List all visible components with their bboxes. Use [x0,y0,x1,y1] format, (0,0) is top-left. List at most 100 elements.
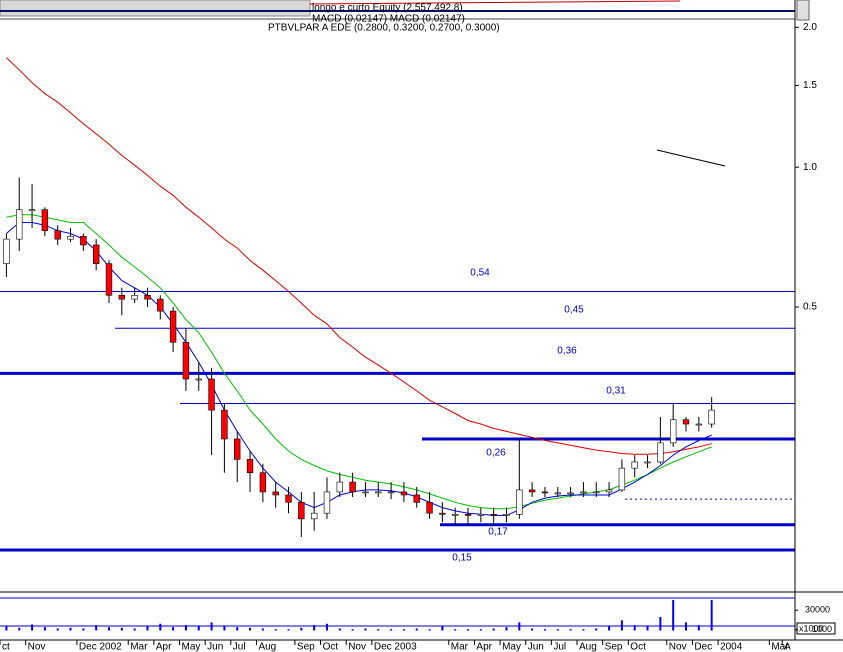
volume-bar [120,627,123,631]
volume-bar [261,628,264,631]
volume-bar [531,628,534,631]
volume-bar [223,626,226,631]
candle-body [285,494,292,503]
volume-bar [467,629,470,631]
x-tick-label: May [182,642,201,652]
candle-body [3,238,10,264]
candle-body [593,491,600,494]
candle-body [618,467,626,491]
x-tick-label: Sep [605,642,623,652]
x-tick-label: Jul [553,642,566,652]
candle-body [452,513,459,516]
volume-bar [82,628,85,631]
candle-body [375,491,382,494]
candle-body [105,263,113,296]
volume-bar [197,625,200,631]
candle-body [631,461,638,469]
x-tick-label: Apr [156,642,172,652]
candle-body [554,492,561,495]
volume-bar [236,627,239,631]
volume-bar [620,620,623,631]
candle-body [503,513,510,516]
volume-bar [364,628,367,631]
volume-tick-label: 30000 [805,605,830,615]
candle-body [131,294,138,300]
candle-body [92,244,100,264]
candle-body [439,512,446,515]
candle-body [182,341,190,380]
volume-bar [672,600,675,631]
candle-body [349,481,356,493]
candle-body [323,491,331,514]
candle-body [298,501,305,520]
x-tick-label: ct [2,642,10,652]
candle-body [400,491,408,496]
y-tick-label: 1.5 [803,80,817,91]
candle-body [580,491,587,494]
x-tick-label: Dec 2003 [374,642,417,652]
volume-bar [646,626,649,631]
x-tick-label: Nov [348,642,366,652]
x-tick-label: Nov [669,642,687,652]
candle-body [28,209,36,211]
volume-bar [492,628,495,631]
volume-bar [710,600,713,631]
x-tick-label: Sep [297,642,315,652]
volume-bar [595,628,598,631]
candle-body [657,442,664,463]
x-tick-label: Mar [771,642,789,652]
volume-bar [159,623,162,631]
level-label: 0,15 [452,553,472,564]
x-tick-label: Jun [207,642,223,652]
scroll-icon[interactable] [796,0,810,21]
volume-bar [313,625,316,631]
volume-bar [95,625,98,631]
x-tick-label: Oct [323,642,339,652]
level-label: 0,45 [564,305,584,316]
level-label: 0,54 [470,268,490,279]
x-tick-label: 2004 [720,642,743,652]
candle-body [490,513,497,516]
volume-bar [402,629,405,631]
candle-body [259,472,267,493]
candle-body [477,513,485,516]
volume-bar [505,627,508,631]
candle-body [310,512,318,520]
candle-body [169,310,177,343]
candle-body [234,438,241,460]
candle-body [144,294,151,300]
indicator-label: MACD (0.02147) MACD (0.02147) [312,14,465,25]
volume-bar [325,623,328,631]
x-tick-label: Jul [233,642,246,652]
x-tick-label: Mar [451,642,469,652]
candle-body [605,489,613,493]
volume-bar [210,622,213,631]
candle-body [67,235,74,240]
candle-body [541,491,549,494]
candle-body [413,494,420,503]
volume-bar [543,629,546,631]
candle-body [708,409,715,425]
volume-bar [633,625,636,631]
ma-line [6,222,712,516]
level-label: 0,31 [606,386,626,397]
volume-bar [569,629,572,631]
volume-bar [107,627,110,631]
volume-bar [479,629,482,631]
x-tick-label: Dec 2002 [79,642,122,652]
volume-tick-label: 1000 [812,624,832,634]
x-tick-label: Dec [694,642,712,652]
x-tick-label: Oct [630,642,646,652]
x-tick-label: Apr [476,642,492,652]
x-tick-label: Aug [258,642,276,652]
volume-bar [31,624,34,631]
y-tick-label: 1.0 [803,162,817,173]
volume-bar [582,629,585,631]
volume-bar [556,629,559,631]
x-tick-label: Aug [579,642,597,652]
volume-bar [428,629,431,631]
candle-body [426,501,433,514]
x-tick-label: A [784,642,791,652]
volume-bar [454,629,457,631]
volume-bar [274,629,277,631]
